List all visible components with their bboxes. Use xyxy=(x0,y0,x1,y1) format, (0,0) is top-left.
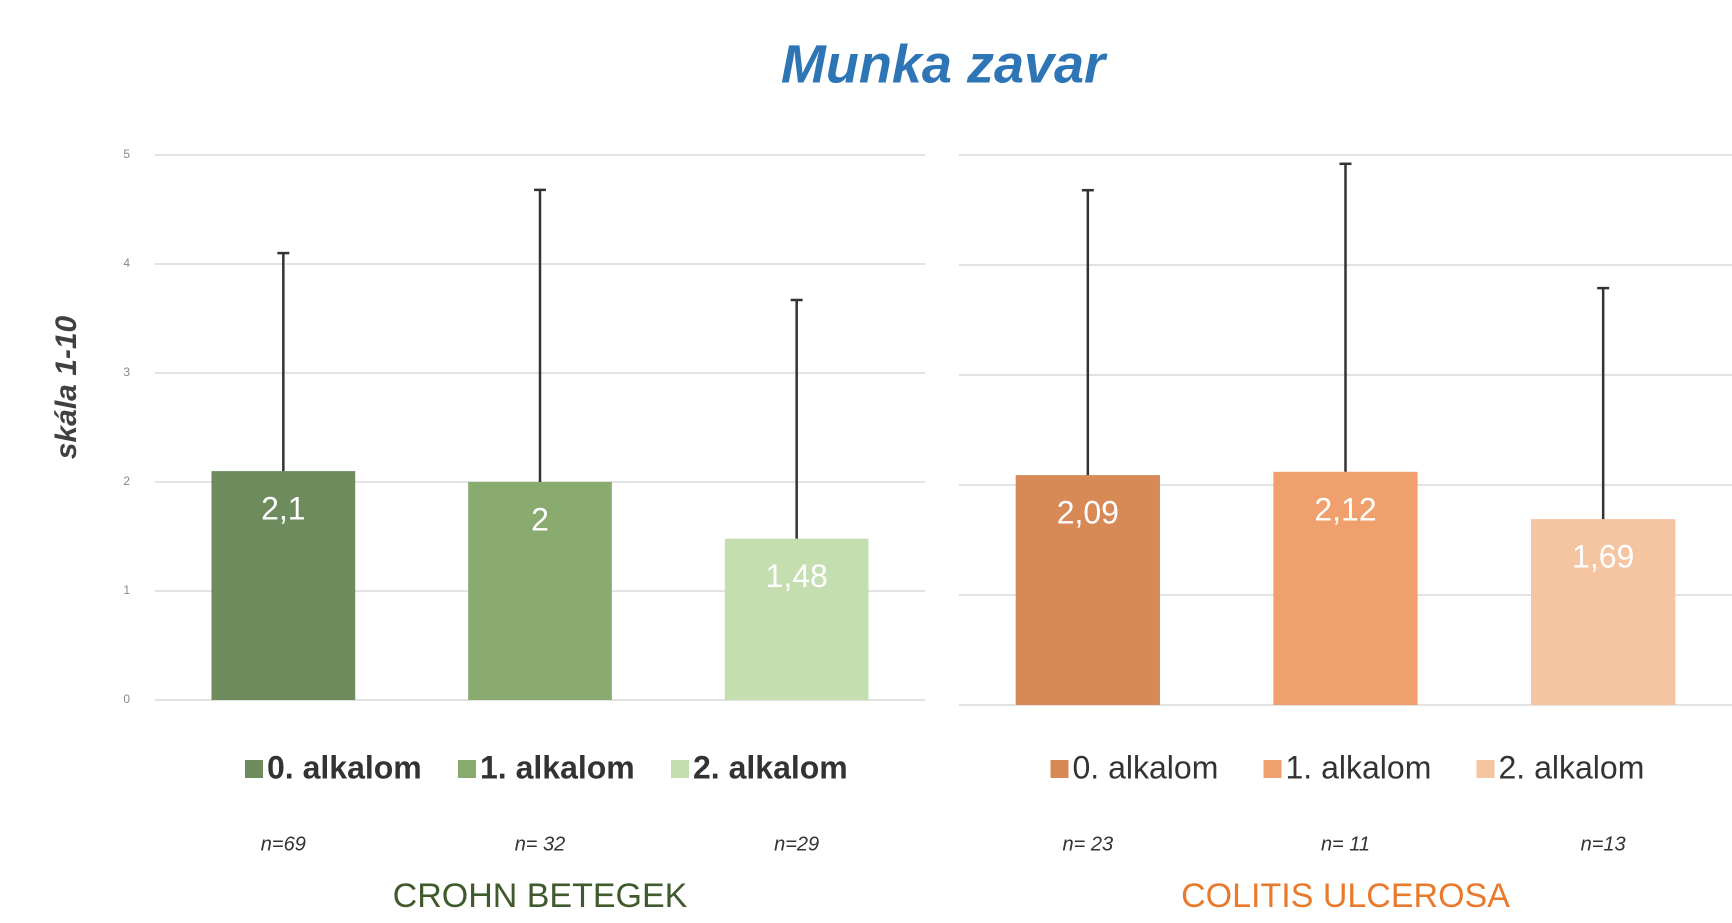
bar xyxy=(468,482,612,700)
value-label: 1,48 xyxy=(766,558,828,594)
legend-swatch xyxy=(671,760,689,778)
sample-size: n= 11 xyxy=(1321,833,1370,855)
bar xyxy=(724,538,869,700)
value-label: 2,12 xyxy=(1314,491,1376,527)
bar xyxy=(1015,475,1160,705)
value-label: 2 xyxy=(531,501,549,537)
legend-swatch xyxy=(1476,760,1495,778)
y-tick-label: 2 xyxy=(123,474,130,488)
y-axis-label: skála 1-10 xyxy=(50,315,83,459)
legend-label: 2. alkalom xyxy=(1499,749,1645,785)
y-tick-label: 0 xyxy=(123,692,130,706)
sample-size: n=13 xyxy=(1581,833,1626,855)
x-axis-label: CROHN BETEGEK xyxy=(393,877,688,915)
y-tick-label: 5 xyxy=(123,147,130,161)
sample-size: n=69 xyxy=(261,833,306,855)
y-tick-label: 3 xyxy=(123,365,130,379)
bar xyxy=(1273,471,1418,705)
value-label: 1,69 xyxy=(1572,539,1634,575)
y-tick-label: 1 xyxy=(123,583,130,597)
legend-label: 1. alkalom xyxy=(1286,749,1432,785)
legend-swatch xyxy=(1263,760,1282,778)
sample-size: n=29 xyxy=(774,833,819,855)
x-axis-label: COLITIS ULCEROSA xyxy=(1181,877,1510,915)
legend-swatch xyxy=(245,760,263,778)
value-label: 2,1 xyxy=(261,491,305,527)
legend-swatch xyxy=(1050,760,1069,778)
chart-title: Munka zavar xyxy=(781,34,1108,94)
legend-label: 0. alkalom xyxy=(267,749,422,785)
value-label: 2,09 xyxy=(1057,495,1119,531)
sample-size: n= 32 xyxy=(515,833,566,855)
legend-label: 1. alkalom xyxy=(480,749,635,785)
legend-swatch xyxy=(458,760,476,778)
y-tick-label: 4 xyxy=(123,256,130,270)
bar xyxy=(211,471,356,700)
sample-size: n= 23 xyxy=(1063,833,1114,855)
bar xyxy=(1531,519,1676,705)
legend-label: 2. alkalom xyxy=(693,749,848,785)
legend-label: 0. alkalom xyxy=(1073,749,1219,785)
